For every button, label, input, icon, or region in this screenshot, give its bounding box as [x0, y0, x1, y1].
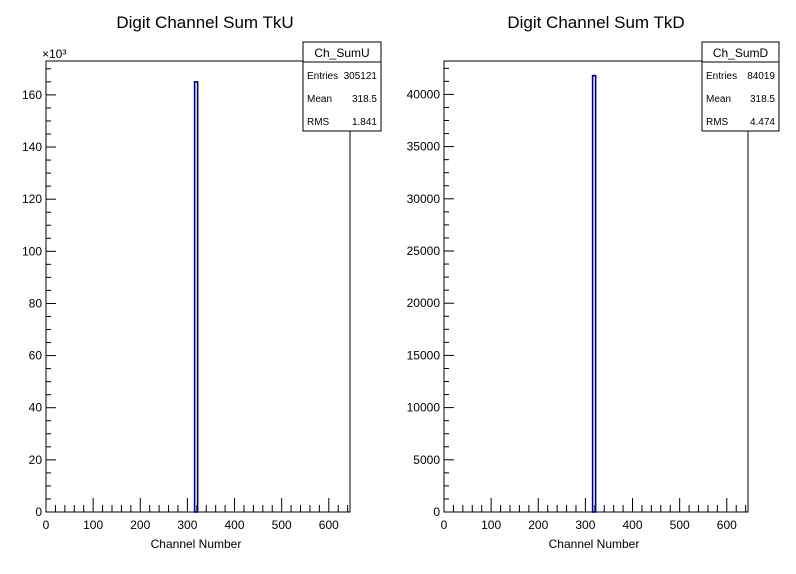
x-tick-label: 400: [225, 518, 245, 532]
y-tick-label: 25000: [407, 244, 441, 258]
chart-title: Digit Channel Sum TkU: [116, 13, 293, 32]
stats-value: 84019: [747, 71, 775, 82]
x-tick-label: 400: [623, 518, 643, 532]
x-axis-label: Channel Number: [549, 537, 640, 551]
stats-value: 318.5: [352, 94, 377, 105]
x-tick-label: 500: [670, 518, 690, 532]
stats-value: 305121: [344, 71, 378, 82]
y-tick-label: 20000: [407, 296, 441, 310]
stats-label: Mean: [307, 94, 332, 105]
y-tick-label: 15000: [407, 348, 441, 362]
y-tick-label: 40000: [407, 87, 441, 101]
y-tick-label: 60: [29, 349, 43, 363]
histogram-panel-tkd: Digit Channel Sum TkD0500010000150002000…: [407, 13, 780, 551]
x-tick-label: 600: [717, 518, 737, 532]
y-tick-label: 35000: [407, 140, 441, 154]
y-tick-label: 140: [22, 140, 42, 154]
x-tick-label: 0: [441, 518, 448, 532]
stats-value: 4.474: [750, 117, 775, 128]
x-tick-label: 100: [83, 518, 103, 532]
histogram-bin: [591, 74, 597, 513]
x-tick-label: 500: [272, 518, 292, 532]
y-tick-label: 160: [22, 88, 42, 102]
chart-title: Digit Channel Sum TkD: [507, 13, 684, 32]
y-tick-label: 5000: [413, 453, 440, 467]
histogram-panel-tku: Digit Channel Sum TkU 0 20 40 60 80 100 120 140 1…: [22, 13, 382, 551]
x-tick-label: 200: [528, 518, 548, 532]
stats-box: [302, 41, 382, 132]
stats-label: RMS: [307, 117, 330, 128]
stats-name: Ch_SumD: [713, 46, 769, 60]
y-tick-label: 0: [35, 505, 42, 519]
x-tick-label: 0: [43, 518, 50, 532]
stats-name: Ch_SumU: [314, 46, 369, 60]
y-tick-label: 120: [22, 192, 42, 206]
y-tick-label: 100: [22, 244, 42, 258]
stats-label: RMS: [706, 117, 729, 128]
x-tick-label: 300: [575, 518, 595, 532]
stats-value: 318.5: [750, 94, 775, 105]
stats-value: 1.841: [352, 117, 377, 128]
x-tick-label: 200: [130, 518, 150, 532]
stats-label: Entries: [706, 71, 737, 82]
y-tick-label: 10000: [407, 401, 441, 415]
x-tick-label: 600: [319, 518, 339, 532]
y-tick-label: 30000: [407, 192, 441, 206]
histogram-bin: [193, 81, 199, 513]
stats-box: [701, 41, 780, 132]
y-tick-label: 40: [29, 401, 43, 415]
y-exponent-label: ×10³: [42, 47, 66, 61]
y-tick-label: 20: [29, 453, 43, 467]
stats-label: Mean: [706, 94, 731, 105]
x-tick-label: 100: [481, 518, 501, 532]
stats-label: Entries: [307, 71, 338, 82]
x-tick-label: 300: [177, 518, 197, 532]
y-tick-label: 0: [433, 505, 440, 519]
y-tick-label: 80: [29, 296, 43, 310]
x-axis-label: Channel Number: [151, 537, 242, 551]
